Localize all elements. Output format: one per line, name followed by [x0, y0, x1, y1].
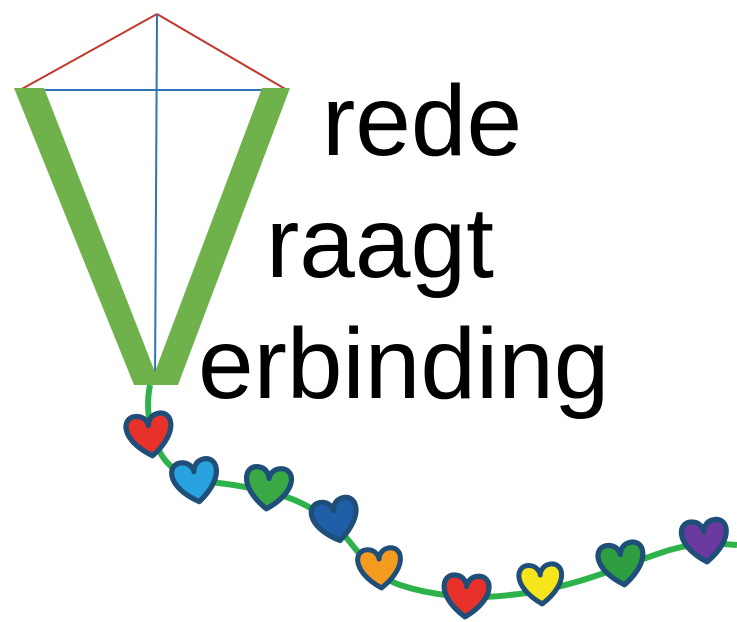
heart — [443, 575, 490, 619]
heart — [309, 495, 362, 545]
heart — [244, 466, 292, 511]
word: erbinding — [198, 308, 609, 420]
heart — [518, 563, 563, 605]
kite-spine — [155, 14, 157, 385]
word: raagt — [266, 187, 494, 299]
hearts — [125, 412, 730, 618]
word: rede — [322, 65, 522, 177]
heart — [125, 412, 175, 459]
heart — [170, 457, 221, 505]
heart — [597, 541, 647, 588]
heart — [680, 518, 729, 564]
kite-edge — [157, 14, 287, 90]
kite-bar-left — [14, 88, 160, 385]
kite-edge — [20, 14, 157, 90]
logo: rede raagt erbinding — [0, 0, 737, 622]
page: rede raagt erbinding (() => { const data… — [0, 0, 737, 622]
